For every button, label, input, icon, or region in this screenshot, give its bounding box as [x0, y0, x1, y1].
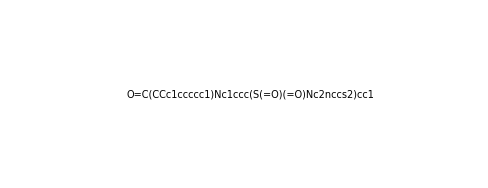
Text: O=C(CCc1ccccc1)Nc1ccc(S(=O)(=O)Nc2nccs2)cc1: O=C(CCc1ccccc1)Nc1ccc(S(=O)(=O)Nc2nccs2)…	[126, 90, 374, 100]
